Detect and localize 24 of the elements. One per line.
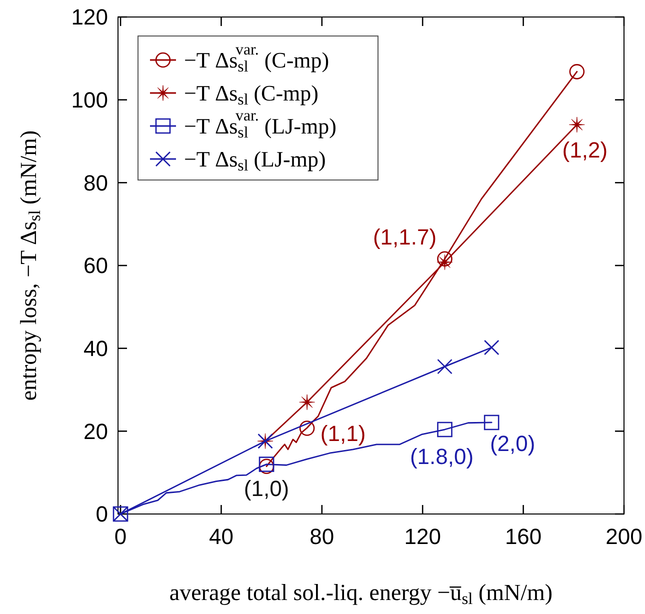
y-tick-label: 100 <box>71 88 108 113</box>
x-tick-label: 120 <box>404 524 441 549</box>
x-tick-label: 200 <box>606 524 642 549</box>
annotation: (1,2) <box>562 137 608 162</box>
x-tick-label: 160 <box>504 524 542 549</box>
legend-label: −T Δs$_{sl}$ (C-mp) <box>184 80 318 109</box>
x-axis-title: average total sol.-liq. energy −u̅$_{sl}$ (mN/m) <box>169 580 553 608</box>
x-tick-label: 40 <box>208 524 234 549</box>
x-tick-label: 0 <box>114 524 127 549</box>
annotation: (1.8,0) <box>410 444 474 470</box>
y-tick-label: 0 <box>96 502 108 527</box>
y-tick-label: 40 <box>84 336 108 362</box>
y-tick-label: 80 <box>84 170 108 196</box>
y-tick-label: 20 <box>84 418 108 444</box>
x-tick-label: 80 <box>310 524 334 549</box>
y-tick-label: 120 <box>71 4 108 30</box>
y-tick-label: 60 <box>84 253 108 278</box>
annotation: (1,0) <box>244 476 290 501</box>
annotation: (2,0) <box>490 431 536 456</box>
legend-label: −T Δs$_{sl}$$^{var.}$ (LJ-mp) <box>184 108 336 142</box>
annotation: (1,1) <box>320 420 366 446</box>
legend-label: −T Δs$_{sl}$ (LJ-mp) <box>184 146 326 175</box>
annotation: (1,1.7) <box>372 224 437 250</box>
legend-label: −T Δs$_{sl}$$^{var.}$ (C-mp) <box>184 42 330 76</box>
